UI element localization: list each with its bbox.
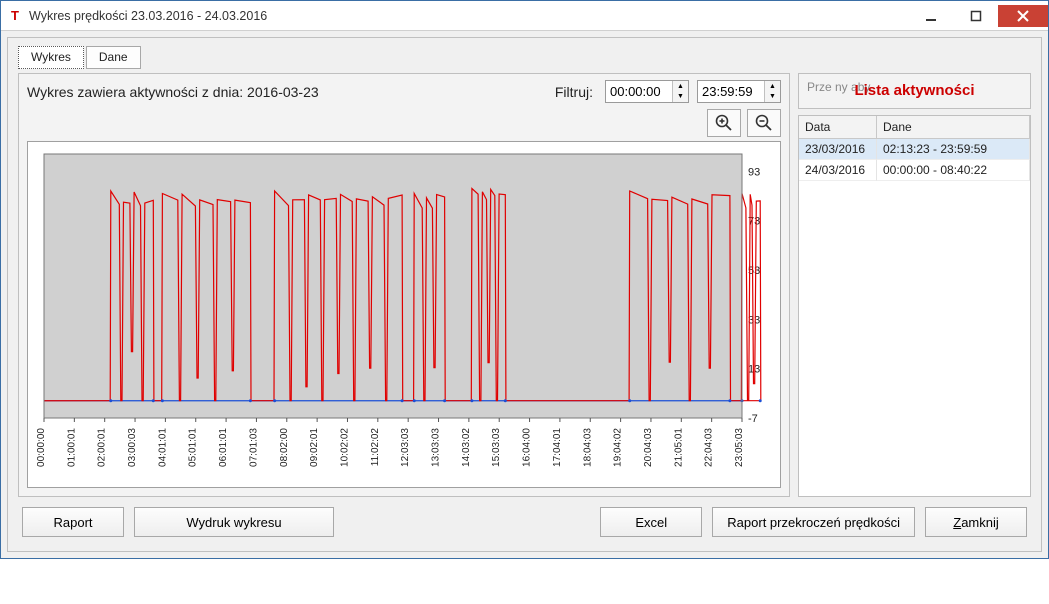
time-from-input[interactable] — [606, 81, 672, 102]
time-to-input[interactable] — [698, 81, 764, 102]
time-from-down-icon[interactable]: ▼ — [673, 92, 688, 103]
print-chart-button[interactable]: Wydruk wykresu — [134, 507, 334, 537]
chart-panel: Wykres zawiera aktywności z dnia: 2016-0… — [18, 73, 790, 497]
svg-text:09:02:01: 09:02:01 — [309, 428, 320, 467]
titlebar: T Wykres prędkości 23.03.2016 - 24.03.20… — [1, 1, 1048, 31]
svg-text:13: 13 — [748, 364, 760, 376]
tab-dane[interactable]: Dane — [86, 46, 141, 69]
svg-text:10:02:02: 10:02:02 — [339, 428, 350, 467]
zoom-out-button[interactable] — [747, 109, 781, 137]
zoom-in-icon — [715, 114, 733, 132]
tabstrip: Wykres Dane — [18, 46, 1031, 69]
content-row: Wykres zawiera aktywności z dnia: 2016-0… — [18, 73, 1031, 497]
close-dialog-button[interactable]: Zamknij — [925, 507, 1027, 537]
activity-list-header: Prze ny aby Lista aktywności — [798, 73, 1031, 109]
client-area: Wykres Dane Wykres zawiera aktywności z … — [1, 31, 1048, 558]
col-date-header[interactable]: Data — [799, 116, 877, 138]
svg-text:03:00:03: 03:00:03 — [127, 428, 138, 467]
cell-dane: 02:13:23 - 23:59:59 — [877, 139, 1030, 160]
close-button[interactable] — [998, 5, 1048, 27]
table-row[interactable]: 24/03/201600:00:00 - 08:40:22 — [799, 160, 1030, 181]
cell-dane: 00:00:00 - 08:40:22 — [877, 160, 1030, 181]
svg-text:07:01:03: 07:01:03 — [248, 428, 259, 467]
side-panel: Prze ny aby Lista aktywności Data Dane 2… — [798, 73, 1031, 497]
time-to-field[interactable]: ▲ ▼ — [697, 80, 781, 103]
minimize-button[interactable] — [908, 5, 953, 27]
svg-text:04:01:01: 04:01:01 — [157, 428, 168, 467]
svg-text:01:00:01: 01:00:01 — [66, 428, 77, 467]
svg-text:11:02:02: 11:02:02 — [370, 428, 381, 467]
col-dane-header[interactable]: Dane — [877, 116, 1030, 138]
activity-list-title: Lista aktywności — [799, 82, 1030, 99]
svg-text:06:01:01: 06:01:01 — [218, 428, 229, 467]
chart-caption: Wykres zawiera aktywności z dnia: 2016-0… — [27, 84, 547, 100]
cell-date: 23/03/2016 — [799, 139, 877, 160]
cell-date: 24/03/2016 — [799, 160, 877, 181]
footer-buttons: Raport Wydruk wykresu Excel Raport przek… — [18, 497, 1031, 541]
svg-text:18:04:03: 18:04:03 — [582, 428, 593, 467]
main-panel: Wykres Dane Wykres zawiera aktywności z … — [7, 37, 1042, 552]
app-window: T Wykres prędkości 23.03.2016 - 24.03.20… — [0, 0, 1049, 559]
chart-header: Wykres zawiera aktywności z dnia: 2016-0… — [27, 80, 781, 103]
filter-label: Filtruj: — [555, 84, 593, 100]
zoom-out-icon — [755, 114, 773, 132]
table-row[interactable]: 23/03/201602:13:23 - 23:59:59 — [799, 139, 1030, 160]
svg-text:20:04:03: 20:04:03 — [643, 428, 654, 467]
tab-wykres[interactable]: Wykres — [18, 46, 84, 69]
zoom-row — [27, 109, 781, 137]
svg-text:17:04:01: 17:04:01 — [552, 428, 563, 467]
maximize-button[interactable] — [953, 5, 998, 27]
svg-text:16:04:00: 16:04:00 — [522, 428, 533, 467]
time-to-up-icon[interactable]: ▲ — [765, 81, 780, 92]
svg-text:02:00:01: 02:00:01 — [97, 428, 108, 467]
svg-text:23:05:03: 23:05:03 — [734, 428, 745, 467]
svg-text:00:00:00: 00:00:00 — [36, 428, 47, 467]
svg-text:93: 93 — [748, 166, 760, 178]
time-from-up-icon[interactable]: ▲ — [673, 81, 688, 92]
plot-container: -7133353739300:00:0001:00:0102:00:0103:0… — [27, 141, 781, 488]
grid-header: Data Dane — [799, 116, 1030, 139]
svg-text:-7: -7 — [748, 413, 758, 425]
svg-text:05:01:01: 05:01:01 — [188, 428, 199, 467]
svg-text:08:02:00: 08:02:00 — [279, 428, 290, 467]
time-from-field[interactable]: ▲ ▼ — [605, 80, 689, 103]
svg-text:22:04:03: 22:04:03 — [704, 428, 715, 467]
svg-text:15:03:03: 15:03:03 — [491, 428, 502, 467]
svg-text:14:03:02: 14:03:02 — [461, 428, 472, 467]
svg-text:13:03:03: 13:03:03 — [431, 428, 442, 467]
svg-text:21:05:01: 21:05:01 — [673, 428, 684, 467]
activity-grid[interactable]: Data Dane 23/03/201602:13:23 - 23:59:592… — [798, 115, 1031, 497]
excel-button[interactable]: Excel — [600, 507, 702, 537]
overspeed-report-button[interactable]: Raport przekroczeń prędkości — [712, 507, 915, 537]
svg-text:19:04:02: 19:04:02 — [613, 428, 624, 467]
app-icon: T — [7, 8, 23, 24]
svg-text:12:03:03: 12:03:03 — [400, 428, 411, 467]
raport-button[interactable]: Raport — [22, 507, 124, 537]
close-dialog-label: Zamknij — [953, 515, 999, 530]
speed-chart[interactable]: -7133353739300:00:0001:00:0102:00:0103:0… — [34, 148, 774, 478]
window-title: Wykres prędkości 23.03.2016 - 24.03.2016 — [29, 9, 908, 23]
zoom-in-button[interactable] — [707, 109, 741, 137]
time-to-down-icon[interactable]: ▼ — [765, 92, 780, 103]
